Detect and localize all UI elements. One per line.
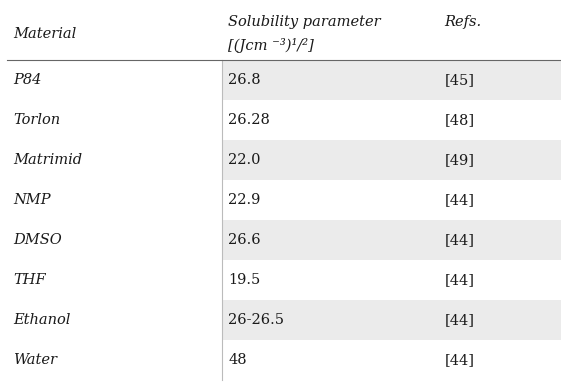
Text: [(Jcm ⁻³)¹/²]: [(Jcm ⁻³)¹/²]: [228, 39, 314, 53]
Text: 26-26.5: 26-26.5: [228, 313, 284, 327]
Text: Refs.: Refs.: [444, 15, 481, 29]
Text: 19.5: 19.5: [228, 273, 260, 287]
Bar: [222, 180, 561, 220]
Text: [44]: [44]: [444, 273, 474, 287]
Text: [44]: [44]: [444, 193, 474, 207]
Text: 22.9: 22.9: [228, 193, 261, 207]
Text: [44]: [44]: [444, 353, 474, 367]
Text: [49]: [49]: [444, 153, 474, 167]
Bar: [222, 340, 561, 380]
Text: Ethanol: Ethanol: [13, 313, 71, 327]
Text: 22.0: 22.0: [228, 153, 261, 167]
Text: Solubility parameter: Solubility parameter: [228, 15, 381, 29]
Bar: [222, 60, 561, 100]
Text: NMP: NMP: [13, 193, 51, 207]
Text: 26.6: 26.6: [228, 233, 261, 247]
Bar: [222, 300, 561, 340]
Text: [44]: [44]: [444, 233, 474, 247]
Text: DMSO: DMSO: [13, 233, 62, 247]
Text: [48]: [48]: [444, 113, 475, 127]
Text: 26.8: 26.8: [228, 73, 261, 87]
Bar: [222, 140, 561, 180]
Text: 26.28: 26.28: [228, 113, 270, 127]
Bar: [222, 260, 561, 300]
Text: THF: THF: [13, 273, 46, 287]
Text: [45]: [45]: [444, 73, 474, 87]
Text: P84: P84: [13, 73, 42, 87]
Bar: [222, 100, 561, 140]
Text: [44]: [44]: [444, 313, 474, 327]
Text: Water: Water: [13, 353, 57, 367]
Bar: [222, 220, 561, 260]
Text: Torlon: Torlon: [13, 113, 61, 127]
Text: Matrimid: Matrimid: [13, 153, 82, 167]
Text: Material: Material: [13, 27, 77, 41]
Text: 48: 48: [228, 353, 247, 367]
